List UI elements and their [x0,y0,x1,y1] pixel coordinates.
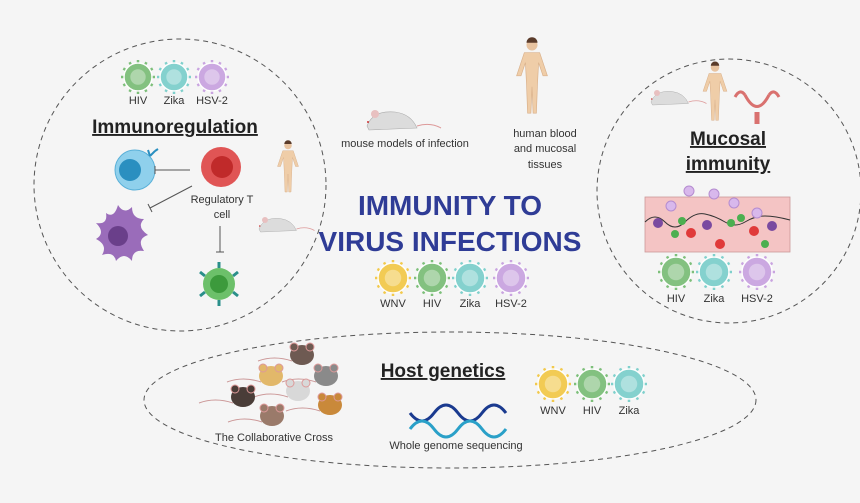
mucosal-section: Mucosal immunity HIV Zika HSV-2 [644,61,791,305]
virus-label: HIV [583,405,602,417]
hsv2-virus-icon [739,254,775,290]
mouse-icon [650,89,707,106]
hsv2-virus-icon [493,260,529,296]
mucosal-heading-line2: immunity [686,154,771,175]
wgs-label: Whole genome sequencing [389,440,522,452]
treg-label-line2: cell [214,209,231,221]
hiv-virus-icon [658,254,694,290]
collaborative-cross-mice-icon [198,342,343,426]
mucosal-tissue-illustration [644,185,791,253]
center-section: mouse models of infection human blood an… [319,36,582,310]
hiv-virus-icon [121,60,155,94]
virus-label: WNV [540,405,566,417]
mouse-icon [366,109,442,131]
mucosal-heading-line1: Mucosal [690,129,766,150]
virus-label: HSV-2 [196,95,228,107]
human-icon [277,140,299,193]
host-genetics-heading: Host genetics [381,361,506,382]
virus-label: HIV [129,95,148,107]
virus-label: Zika [460,298,482,310]
virus-label: HIV [423,298,442,310]
zika-virus-icon [611,366,647,402]
zika-virus-icon [452,260,488,296]
collaborative-cross-label: The Collaborative Cross [215,432,333,444]
human-label-line2: and mucosal [514,143,576,155]
cd8-t-cell-icon [199,262,239,306]
hsv2-virus-icon [195,60,229,94]
immunoregulation-section: HIV Zika HSV-2 Immunoregulation Regulatory… [92,60,315,306]
mucosal-boundary [596,58,860,324]
dna-icon [408,403,508,439]
hiv-virus-icon [414,260,450,296]
dendritic-cell-icon [96,205,148,261]
mouse-models-label: mouse models of infection [341,138,469,150]
virus-label: HSV-2 [495,298,527,310]
main-title-line2: VIRUS INFECTIONS [319,226,582,257]
human-label-line1: human blood [513,128,577,140]
host-genetics-section: The Collaborative Cross Host genetics Wh… [198,342,647,452]
inhibition-arrows [147,166,224,253]
host-genetics-boundary [143,331,757,469]
wnv-virus-icon [535,366,571,402]
mouse-icon [258,216,315,233]
zika-virus-icon [696,254,732,290]
wnv-virus-icon [375,260,411,296]
virus-label: HIV [667,293,686,305]
b-cell-icon [114,148,159,191]
virus-label: Zika [164,95,186,107]
human-icon [516,36,548,114]
zika-virus-icon [157,60,191,94]
regulatory-t-cell-icon [201,147,241,187]
treg-label-line1: Regulatory T [191,194,254,206]
virus-label: WNV [380,298,406,310]
human-icon [702,61,728,121]
immunoregulation-heading: Immunoregulation [92,117,258,138]
immunoregulation-boundary [33,38,327,332]
hiv-virus-icon [574,366,610,402]
virus-label: Zika [704,293,726,305]
virus-label: Zika [619,405,641,417]
uterus-icon [733,90,781,124]
human-label-line3: tissues [528,159,563,171]
virus-label: HSV-2 [741,293,773,305]
main-title-line1: IMMUNITY TO [358,190,542,221]
